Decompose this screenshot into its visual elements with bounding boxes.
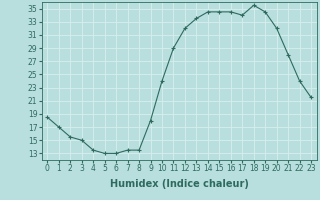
X-axis label: Humidex (Indice chaleur): Humidex (Indice chaleur) — [110, 179, 249, 189]
